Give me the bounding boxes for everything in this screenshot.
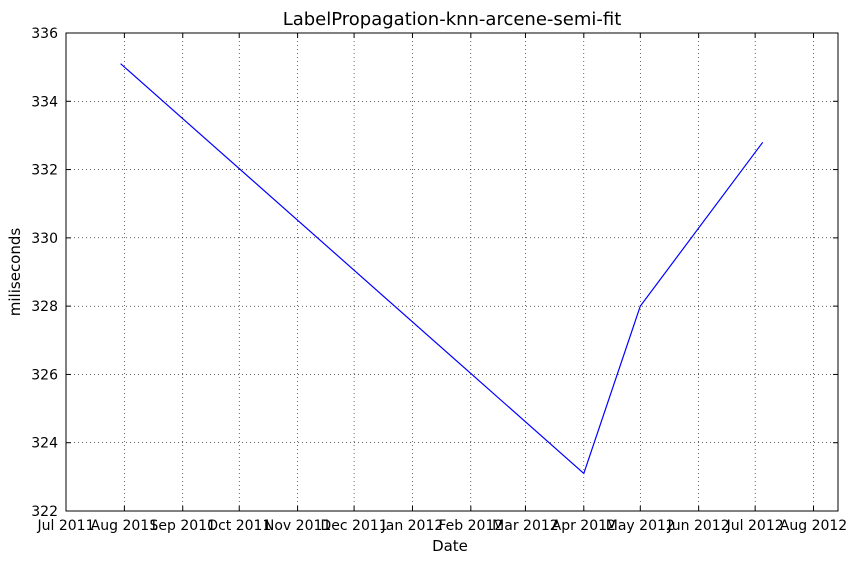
x-tick-label: Dec 2011 xyxy=(321,518,388,534)
y-tick-label: 326 xyxy=(31,367,58,383)
x-tick-label: Jun 2012 xyxy=(667,518,730,534)
series-layer xyxy=(120,63,764,475)
y-tick-label: 332 xyxy=(31,163,58,179)
x-tick-label: Aug 2012 xyxy=(780,518,847,534)
y-tick-label: 322 xyxy=(31,504,58,520)
plot-frame xyxy=(65,32,839,512)
x-tick-label: Aug 2011 xyxy=(91,518,158,534)
grid-layer xyxy=(66,33,838,511)
x-axis-label: Date xyxy=(432,537,468,555)
x-tick-label: Jul 2012 xyxy=(726,518,784,534)
y-tick-label: 328 xyxy=(31,299,58,315)
x-tick-label: Oct 2011 xyxy=(207,518,271,534)
x-tick-label: Jul 2011 xyxy=(37,518,95,534)
x-tick-label: Feb 2012 xyxy=(438,518,503,534)
chart-title: LabelPropagation-knn-arcene-semi-fit xyxy=(283,9,622,30)
y-tick-label: 334 xyxy=(31,94,58,110)
x-tick-label: Nov 2011 xyxy=(264,518,331,534)
tick-layer xyxy=(65,32,838,512)
x-tick-label: May 2012 xyxy=(606,518,675,534)
y-axis-label: miliseconds xyxy=(6,228,24,317)
y-tick-label: 336 xyxy=(31,26,58,42)
series-line xyxy=(120,63,764,475)
y-tick-label: 330 xyxy=(31,231,58,247)
x-tick-label: Jan 2012 xyxy=(381,518,444,534)
x-tick-label: Sep 2011 xyxy=(150,518,216,534)
x-tick-label: Mar 2012 xyxy=(492,518,559,534)
y-tick-label: 324 xyxy=(31,436,58,452)
x-tick-label: Apr 2012 xyxy=(552,518,616,534)
